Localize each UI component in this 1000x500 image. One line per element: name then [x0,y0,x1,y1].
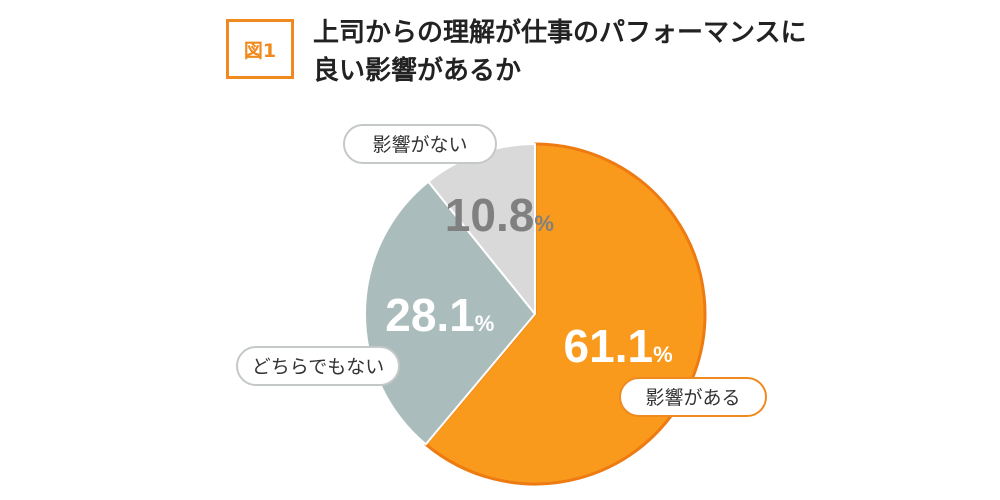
callout-label: 影響がある [645,387,740,409]
callout-box [236,346,400,386]
slice-value-unit: % [653,342,673,367]
slice-value-number: 28.1 [385,289,475,341]
slice-value-number: 61.1 [564,320,654,372]
slice-value-unit: % [534,211,554,236]
figure-number-badge: 図1 [226,19,294,79]
callout-label: 影響がない [372,134,467,156]
figure-number-label: 図1 [243,39,277,62]
slice-callout: どちらでもない [236,346,400,386]
slice-callout: 影響がない [343,124,497,164]
callout-box [343,124,497,164]
slice-value-label: 28.1% [385,289,494,341]
slice-callout: 影響がある [619,377,767,417]
pie-slice [364,180,536,446]
slice-value-unit: % [475,311,495,336]
slice-value-label: 61.1% [564,320,673,372]
slice-value-label: 10.8% [445,189,554,241]
callout-label: どちらでもない [252,356,384,378]
chart-title: 上司からの理解が仕事のパフォーマンスに 良い影響があるか [313,18,807,86]
slice-value-number: 10.8 [445,189,535,241]
callout-box [619,377,767,417]
